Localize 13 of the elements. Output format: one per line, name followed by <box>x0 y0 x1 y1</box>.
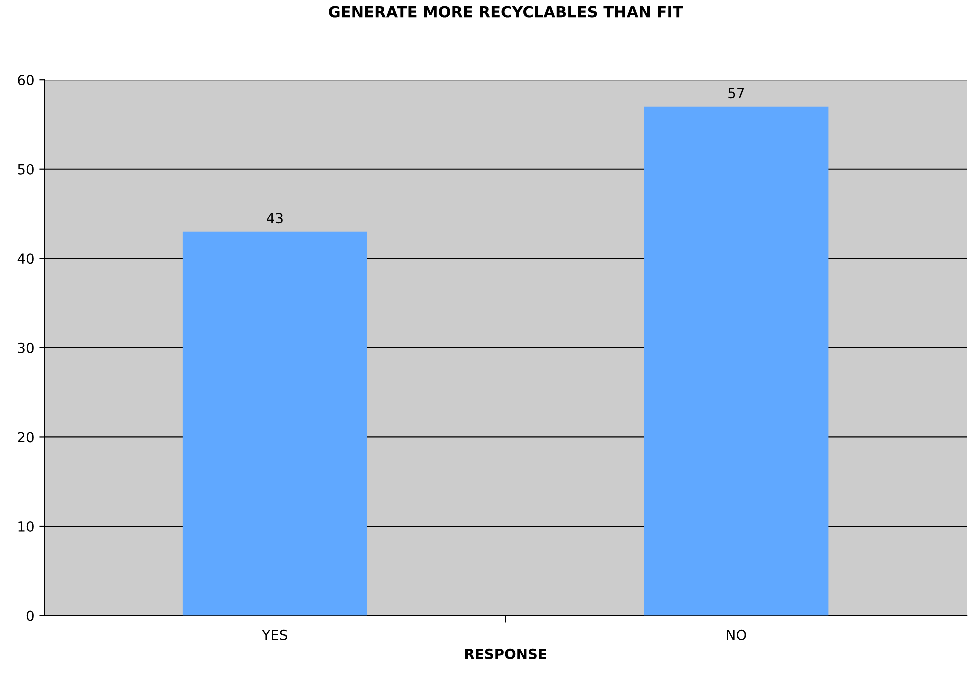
y-tick-label: 40 <box>18 254 34 264</box>
y-tick-label: 10 <box>18 521 34 532</box>
x-tick-label: NO <box>727 630 746 640</box>
y-tick-label: 50 <box>18 164 34 175</box>
chart-title: GENERATE MORE RECYCLABLES THAN FIT <box>329 6 684 18</box>
y-tick-label: 20 <box>18 432 34 443</box>
x-axis-title: RESPONSE <box>465 648 546 660</box>
data-label: 57 <box>728 88 744 99</box>
data-label: 43 <box>267 213 283 224</box>
y-tick-label: 60 <box>18 75 34 86</box>
y-tick-label: 30 <box>18 342 34 354</box>
x-tick-label: YES <box>262 630 288 640</box>
y-tick-label: 0 <box>26 610 34 622</box>
